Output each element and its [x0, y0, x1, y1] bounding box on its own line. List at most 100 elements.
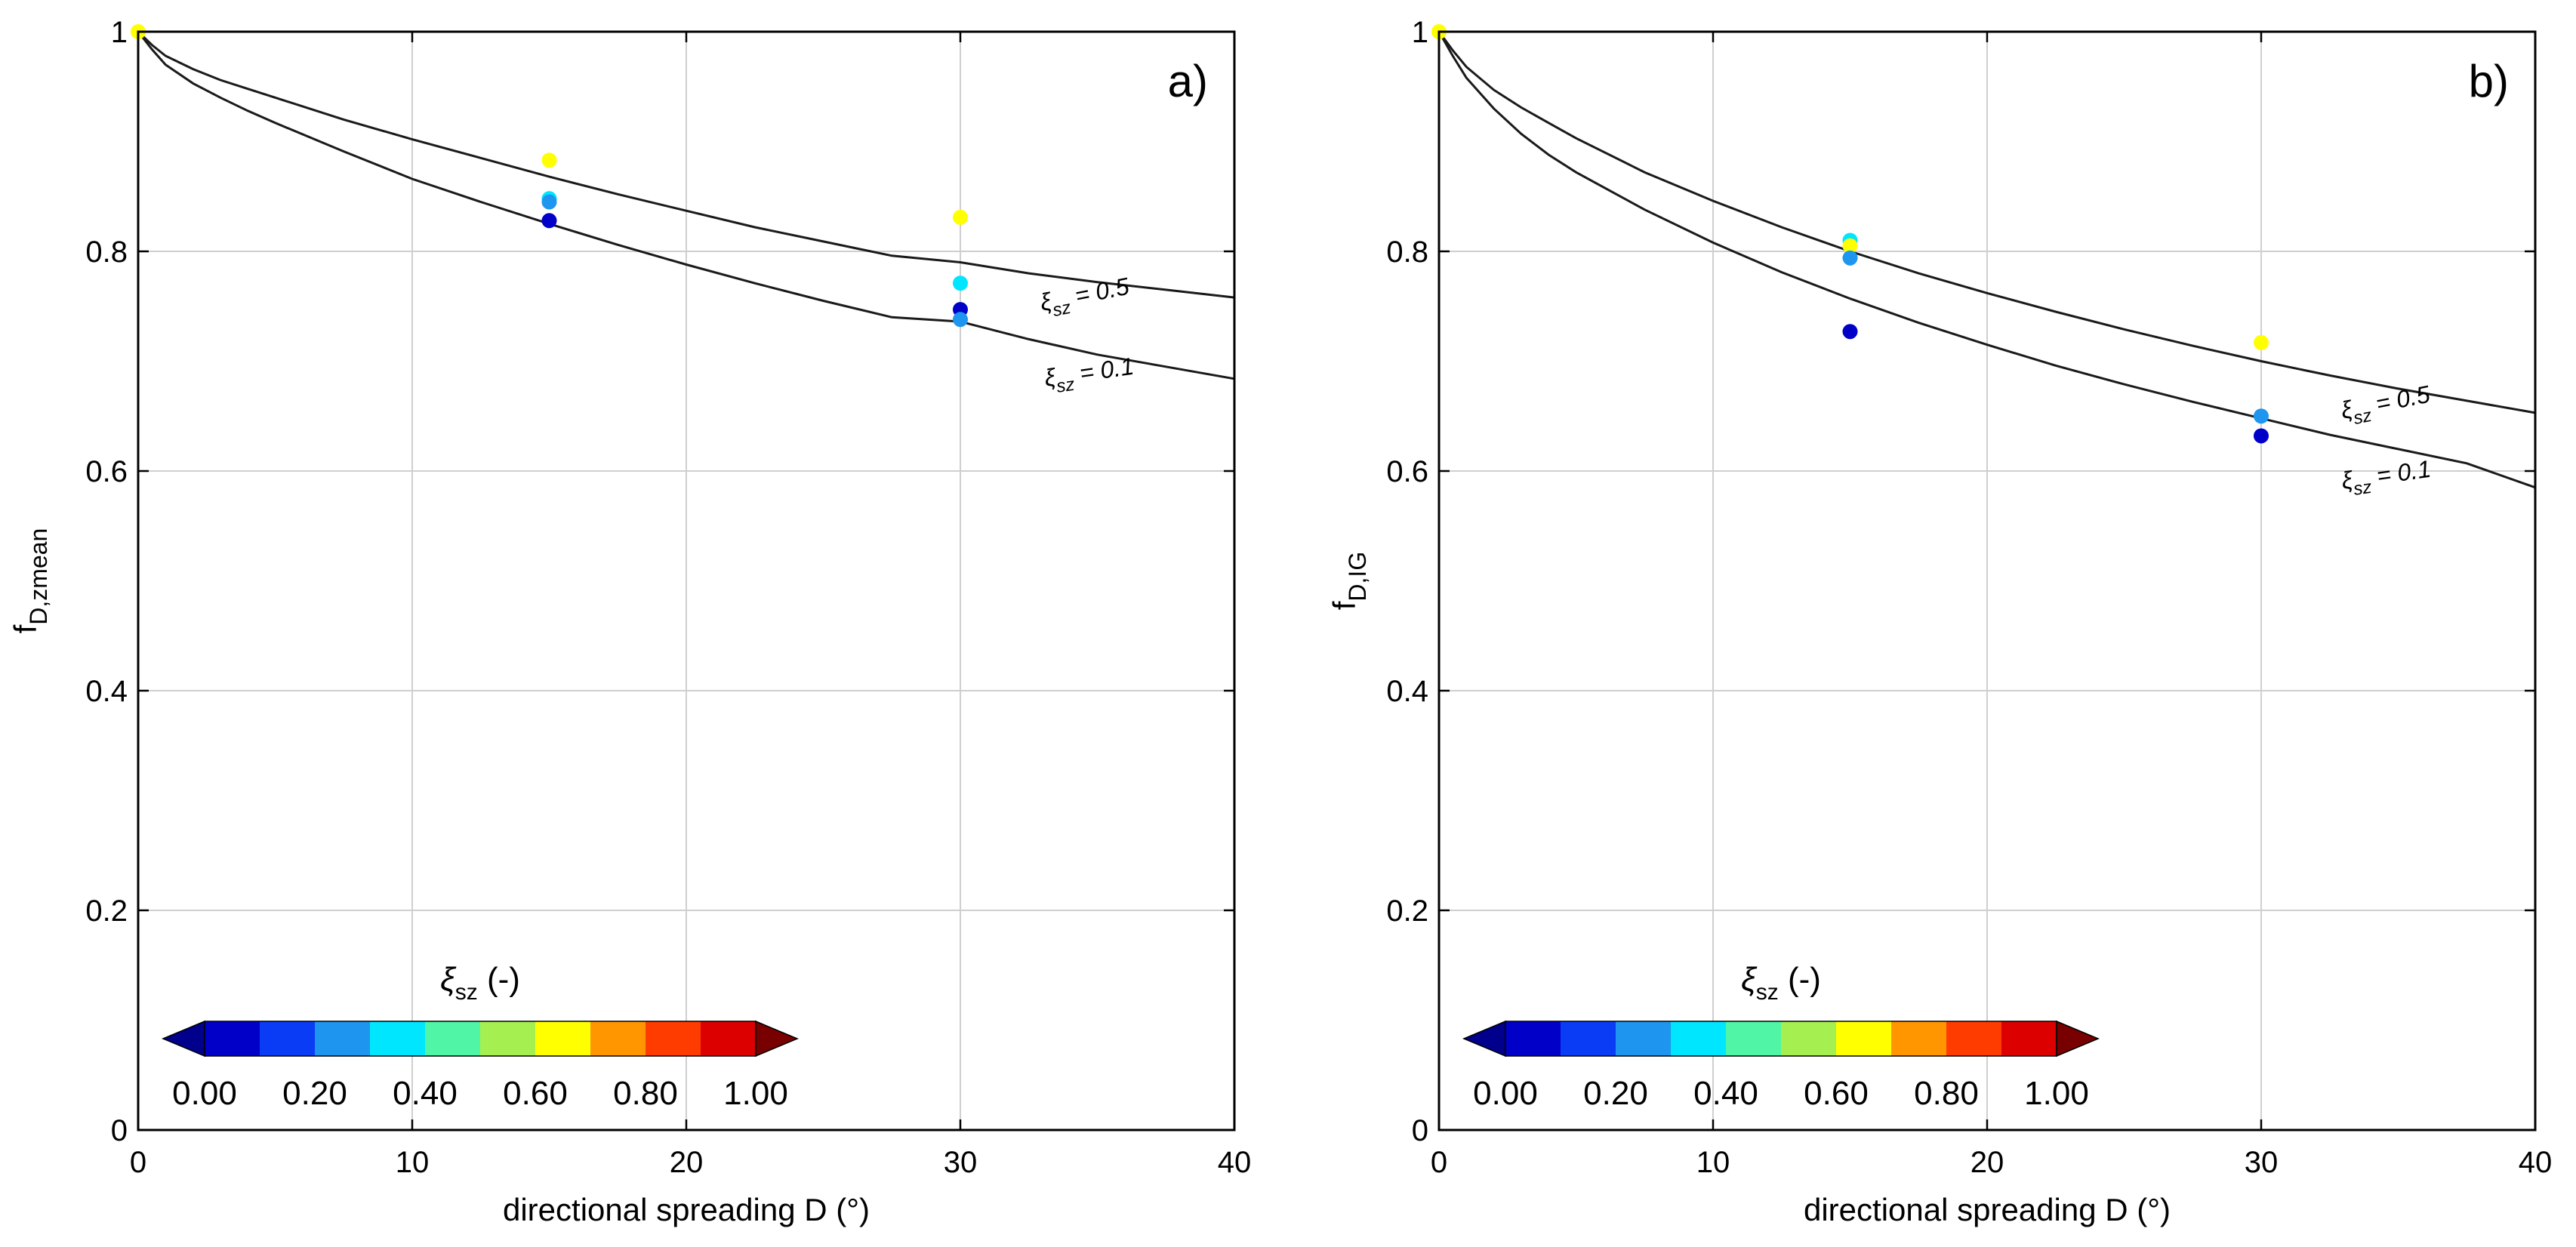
- x-tick-label: 20: [1971, 1146, 2004, 1179]
- colorbar-tick-label: 0.60: [503, 1075, 568, 1112]
- y-tick-label: 0.2: [85, 894, 128, 928]
- x-axis-label: directional spreading D (°): [503, 1192, 870, 1227]
- colorbar-segment: [1836, 1021, 1891, 1056]
- y-axis-label-subscript: D,zmean: [25, 528, 52, 625]
- colorbar-outline: [1505, 1021, 2057, 1057]
- data-point: [953, 276, 968, 291]
- colorbar: ξsz (-) 0.00 0.20 0.40 0.60 0.80 1.00: [162, 961, 799, 1112]
- x-tick-label: 40: [2519, 1146, 2553, 1179]
- colorbar-segment: [1671, 1021, 1726, 1056]
- colorbar-segment: [260, 1021, 315, 1056]
- data-point: [541, 152, 557, 168]
- data-point: [541, 213, 557, 229]
- x-tick-label: 0: [130, 1146, 146, 1179]
- colorbar-segment: [1946, 1021, 2001, 1056]
- colorbar-segment: [646, 1021, 701, 1056]
- x-tick-label: 10: [1696, 1146, 1730, 1179]
- colorbar-segment: [1891, 1021, 1946, 1056]
- y-axis-label: fD,IG: [1327, 552, 1371, 610]
- y-axis-label-main: f: [8, 624, 43, 633]
- y-tick-label: 0.6: [85, 455, 128, 488]
- colorbar-segment: [1505, 1021, 1561, 1056]
- colorbar-segment: [315, 1021, 370, 1056]
- colorbar-under-arrow: [162, 1020, 205, 1058]
- colorbar-tick-label: 0.40: [393, 1075, 458, 1112]
- panel-label: b): [2469, 56, 2509, 106]
- colorbar-tick-label: 0.00: [172, 1075, 237, 1112]
- y-tick-label: 0: [1412, 1114, 1428, 1147]
- colorbar-segment: [701, 1021, 756, 1056]
- y-axis-label-subscript: D,IG: [1344, 552, 1371, 602]
- colorbar-segment: [205, 1021, 260, 1056]
- colorbar-segment: [370, 1021, 425, 1056]
- curve-label-value: = 0.5: [2367, 380, 2433, 419]
- colorbar-tick-label: 0.60: [1804, 1075, 1869, 1112]
- curve-label: ξsz = 0.1: [1043, 353, 1136, 399]
- colorbar-tick-label: 1.00: [2024, 1075, 2089, 1112]
- colorbar-tick-label: 0.80: [613, 1075, 678, 1112]
- y-tick-label: 1: [111, 16, 128, 49]
- curve-label: ξsz = 0.5: [2338, 380, 2433, 431]
- colorbar-tick-label: 1.00: [723, 1075, 788, 1112]
- colorbar-segment: [1561, 1021, 1616, 1056]
- data-point: [2254, 408, 2269, 424]
- colorbar-title-suffix: (-): [478, 961, 520, 998]
- colorbar-segment: [1726, 1021, 1781, 1056]
- data-point: [1842, 250, 1858, 266]
- curve-label-subscript: sz: [2352, 405, 2374, 429]
- data-point: [2254, 334, 2269, 350]
- x-tick-label: 20: [670, 1146, 704, 1179]
- data-point: [1842, 324, 1858, 340]
- colorbar-segment: [1781, 1021, 1836, 1056]
- y-tick-label: 0.4: [85, 675, 128, 708]
- colorbar-title-subscript: sz: [1756, 980, 1779, 1005]
- x-tick-label: 10: [396, 1146, 430, 1179]
- colorbar-over-arrow: [755, 1020, 799, 1058]
- curve-line: [137, 30, 1235, 299]
- data-point: [541, 194, 557, 210]
- curve-line: [1437, 31, 2536, 489]
- data-point: [953, 312, 968, 328]
- colorbar-title-subscript: sz: [455, 980, 478, 1005]
- x-axis-label: directional spreading D (°): [1804, 1192, 2171, 1227]
- colorbar-title-symbol: ξ: [1741, 961, 1758, 998]
- colorbar-tick-label: 0.40: [1693, 1075, 1758, 1112]
- colorbar-outline: [204, 1021, 756, 1057]
- x-tick-label: 40: [1218, 1146, 1252, 1179]
- data-point: [1842, 238, 1858, 254]
- y-tick-label: 0.6: [1386, 455, 1428, 488]
- colorbar: ξsz (-) 0.00 0.20 0.40 0.60 0.80 1.00: [1462, 961, 2100, 1112]
- colorbar-title: ξsz (-): [1741, 961, 1821, 1005]
- x-tick-label: 30: [944, 1146, 978, 1179]
- curve-label-subscript: sz: [2353, 477, 2374, 500]
- y-tick-label: 1: [1412, 16, 1428, 49]
- panel-label: a): [1168, 56, 1208, 106]
- curve-label: ξsz = 0.1: [2340, 455, 2433, 501]
- curve-label-value: = 0.1: [2368, 455, 2433, 491]
- y-tick-label: 0.8: [85, 236, 128, 269]
- colorbar-segment: [425, 1021, 480, 1056]
- colorbar-title-suffix: (-): [1779, 961, 1821, 998]
- colorbar-under-arrow: [1462, 1020, 1506, 1058]
- colorbar-over-arrow: [2056, 1020, 2100, 1058]
- x-tick-label: 30: [2245, 1146, 2279, 1179]
- colorbar-segment: [590, 1021, 646, 1056]
- curve-label-value: = 0.1: [1071, 353, 1135, 388]
- x-tick-label: 0: [1431, 1146, 1447, 1179]
- data-point: [953, 209, 968, 225]
- curve-label: ξsz = 0.5: [1037, 272, 1132, 323]
- curve-label-subscript: sz: [1055, 374, 1077, 397]
- colorbar-tick-label: 0.20: [282, 1075, 347, 1112]
- colorbar-title: ξsz (-): [440, 961, 520, 1005]
- curve-label-subscript: sz: [1051, 297, 1073, 321]
- y-axis-label-main: f: [1327, 601, 1362, 610]
- y-axis-label: fD,zmean: [8, 528, 52, 634]
- colorbar-tick-label: 0.80: [1914, 1075, 1979, 1112]
- y-tick-label: 0: [111, 1114, 128, 1147]
- colorbar-tick-label: 0.00: [1473, 1075, 1538, 1112]
- colorbar-title-symbol: ξ: [440, 961, 457, 998]
- y-tick-label: 0.8: [1386, 236, 1428, 269]
